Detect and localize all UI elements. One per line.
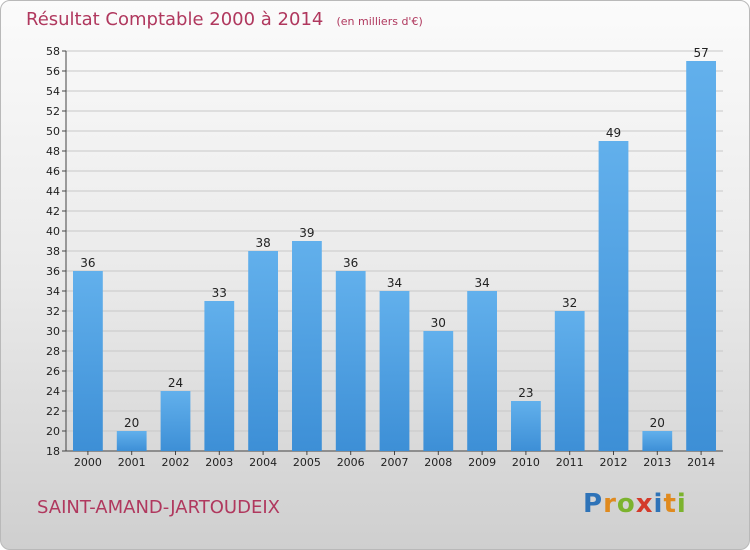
bar-value-label: 49 [606,126,621,140]
logo-letter: t [663,489,677,519]
y-tick-label: 38 [46,245,60,258]
y-tick-label: 22 [46,405,60,418]
bar [116,431,147,451]
bar [686,61,716,451]
bar [642,431,673,451]
x-tick-label: 2012 [600,456,628,469]
y-tick-label: 24 [46,385,60,398]
y-tick-label: 44 [46,185,60,198]
logo-letter: o [616,489,636,519]
logo-letter: r [603,489,617,519]
bar [292,241,322,451]
y-tick-label: 20 [46,425,60,438]
y-tick-label: 58 [46,45,60,58]
y-tick-label: 26 [46,365,60,378]
bar [335,271,366,451]
y-tick-label: 50 [46,125,60,138]
x-tick-label: 2010 [512,456,540,469]
x-tick-label: 2001 [118,456,146,469]
y-tick-label: 32 [46,305,60,318]
bar-value-label: 33 [212,286,227,300]
bar [204,301,235,451]
bar-value-label: 34 [474,276,489,290]
bar-value-label: 39 [299,226,314,240]
y-tick-label: 48 [46,145,60,158]
y-tick-label: 40 [46,225,60,238]
x-tick-label: 2011 [556,456,584,469]
y-tick-label: 46 [46,165,60,178]
y-tick-label: 30 [46,325,60,338]
x-tick-label: 2008 [424,456,452,469]
logo-letter: i [653,489,664,519]
bar [554,311,585,451]
logo-letter: i [676,489,687,519]
bar [511,401,541,451]
proxiti-logo: Proxiti [583,489,687,519]
x-tick-label: 2006 [337,456,365,469]
y-tick-label: 28 [46,345,60,358]
x-tick-label: 2013 [643,456,671,469]
bar [248,251,278,451]
bar [467,291,497,451]
bar-value-label: 36 [343,256,358,270]
bar-value-label: 30 [431,316,446,330]
bar-value-label: 20 [124,416,139,430]
bar-value-label: 34 [387,276,402,290]
x-tick-label: 2009 [468,456,496,469]
chart-subtitle: (en milliers d'€) [336,15,423,28]
bar [160,391,191,451]
x-tick-label: 2007 [381,456,409,469]
bar-value-label: 38 [255,236,270,250]
y-tick-label: 42 [46,205,60,218]
bar [598,141,629,451]
logo-letter: P [583,489,604,519]
y-tick-label: 36 [46,265,60,278]
x-tick-label: 2003 [205,456,233,469]
bar [379,291,410,451]
bar-value-label: 57 [693,46,708,60]
bar-value-label: 24 [168,376,183,390]
x-tick-label: 2014 [687,456,715,469]
bar-value-label: 32 [562,296,577,310]
y-tick-label: 56 [46,65,60,78]
bar-value-label: 36 [80,256,95,270]
x-tick-label: 2005 [293,456,321,469]
bar [73,271,103,451]
commune-name: SAINT-AMAND-JARTOUDEIX [37,497,280,518]
logo-letter: x [635,489,654,519]
y-tick-label: 34 [46,285,60,298]
y-tick-label: 52 [46,105,60,118]
x-tick-label: 2004 [249,456,277,469]
y-tick-label: 54 [46,85,60,98]
title-line: Résultat Comptable 2000 à 2014 (en milli… [26,9,423,30]
x-tick-label: 2000 [74,456,102,469]
chart-title: Résultat Comptable 2000 à 2014 [26,9,324,30]
bar-value-label: 23 [518,386,533,400]
x-tick-label: 2002 [162,456,190,469]
bar-value-label: 20 [650,416,665,430]
y-tick-label: 18 [46,445,60,458]
bar [423,331,454,451]
